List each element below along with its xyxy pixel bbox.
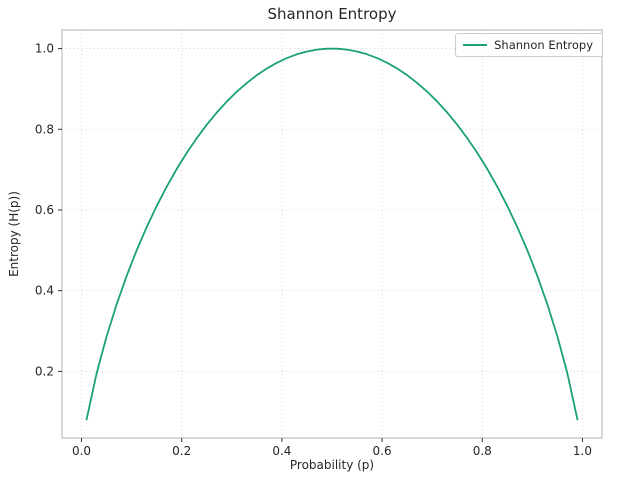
y-tick-label: 0.6 bbox=[35, 203, 54, 217]
entropy-curve bbox=[85, 47, 579, 421]
plot-spines bbox=[61, 29, 603, 439]
y-tick-label: 1.0 bbox=[35, 42, 54, 56]
y-axis-label: Entropy (H(p)) bbox=[7, 191, 21, 277]
x-tick-label: 0.8 bbox=[473, 444, 492, 458]
x-axis-label: Probability (p) bbox=[289, 458, 375, 472]
legend: Shannon Entropy bbox=[455, 33, 603, 57]
y-tick-label: 0.8 bbox=[35, 122, 54, 136]
legend-label: Shannon Entropy bbox=[494, 38, 593, 52]
y-tick-label: 0.2 bbox=[35, 364, 54, 378]
y-tick-label: 0.4 bbox=[35, 284, 54, 298]
x-tick-label: 0.2 bbox=[172, 444, 191, 458]
x-tick-label: 1.0 bbox=[573, 444, 592, 458]
chart-title: Shannon Entropy bbox=[267, 5, 397, 23]
legend-line-swatch bbox=[463, 44, 488, 46]
x-tick-label: 0.6 bbox=[373, 444, 392, 458]
x-tick-label: 0.0 bbox=[72, 444, 91, 458]
x-tick-label: 0.4 bbox=[272, 444, 291, 458]
